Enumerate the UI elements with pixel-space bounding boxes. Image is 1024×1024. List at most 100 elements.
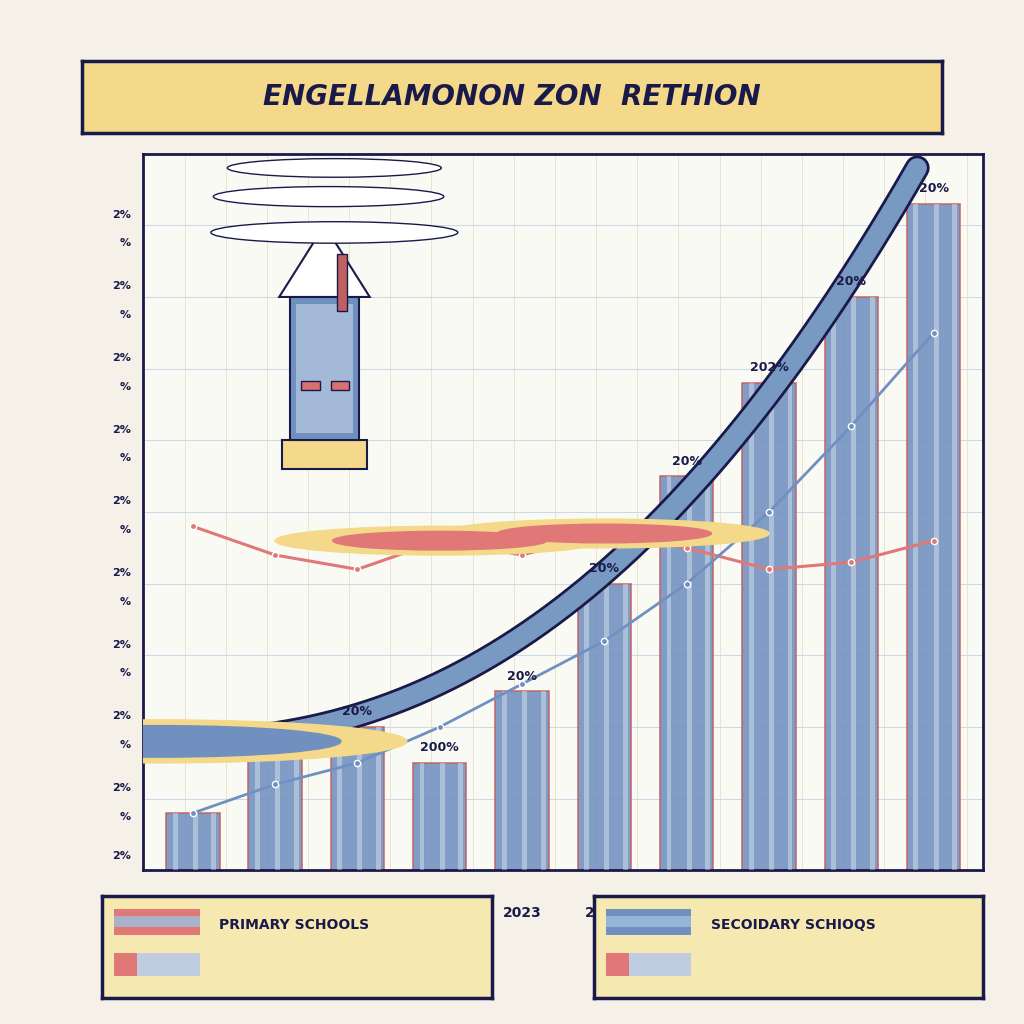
Bar [824,297,879,870]
Text: %: % [120,525,131,535]
Bar [301,381,319,390]
Text: 2023: 2023 [668,906,707,921]
Text: %: % [120,310,131,319]
Bar [623,584,628,870]
Text: 2000: 2000 [258,734,293,748]
Circle shape [227,159,441,177]
Bar [413,763,467,870]
Circle shape [498,524,712,543]
Text: 2%: 2% [113,497,131,506]
Text: 2%: 2% [113,640,131,649]
Bar [114,953,137,976]
Bar [496,691,549,870]
Text: 2000: 2000 [338,906,377,921]
Text: 2002: 2002 [420,906,459,921]
Bar [294,756,299,870]
Text: 2000: 2000 [173,906,212,921]
Circle shape [0,726,341,757]
Text: %: % [120,239,131,248]
Text: 2023: 2023 [831,906,870,921]
Bar [907,204,961,870]
Bar [952,204,957,870]
Bar [376,727,381,870]
Bar [605,916,691,927]
Text: 2023: 2023 [750,906,788,921]
Bar [667,476,672,870]
Bar [605,953,629,976]
Text: 2%: 2% [113,568,131,578]
Bar [331,727,384,870]
Bar [249,756,302,870]
Text: %: % [120,597,131,606]
Bar [629,953,691,976]
Text: 20%: 20% [837,275,866,289]
Text: 20%: 20% [919,182,948,196]
Text: %: % [120,812,131,821]
Text: %: % [120,669,131,678]
Bar [282,440,368,469]
Bar [211,813,216,870]
Circle shape [211,222,458,244]
Bar [584,584,589,870]
Bar [337,254,347,311]
Text: %: % [120,740,131,750]
Text: 2%: 2% [113,353,131,362]
Bar [439,763,444,870]
Bar [114,909,200,935]
Text: 2023: 2023 [914,906,953,921]
Text: 2%: 2% [113,712,131,721]
Bar [502,691,507,870]
Circle shape [439,519,769,548]
Bar [275,756,280,870]
Text: 20%: 20% [590,562,620,575]
Text: 202%: 202% [750,361,788,375]
Circle shape [275,526,604,555]
Text: 2%: 2% [113,425,131,434]
Circle shape [0,720,407,763]
Bar [420,763,425,870]
Bar [787,383,793,870]
Bar [331,381,349,390]
Text: 2%: 2% [113,851,131,861]
Text: 200%: 200% [420,741,459,755]
Bar [831,297,836,870]
Bar [659,476,714,870]
Text: SECOIDARY SCHIOQS: SECOIDARY SCHIOQS [711,918,876,932]
Bar [869,297,874,870]
Bar [706,476,711,870]
Text: 2023: 2023 [503,906,542,921]
Bar [459,763,463,870]
Bar [137,953,200,976]
Text: 20%: 20% [507,670,537,683]
Text: 2%: 2% [113,282,131,291]
Text: ENGELLAMONON ZON  RETHION: ENGELLAMONON ZON RETHION [263,83,761,112]
Bar [934,204,939,870]
Bar [851,297,856,870]
Circle shape [213,186,443,207]
Text: 2000: 2000 [256,906,294,921]
Bar [687,476,691,870]
Text: PRIMARY SCHOOLS: PRIMARY SCHOOLS [219,918,370,932]
Bar [742,383,796,870]
Bar [114,916,200,927]
Text: %: % [120,454,131,463]
Bar [605,909,691,935]
Bar [913,204,919,870]
Polygon shape [280,225,370,297]
Text: 2023: 2023 [585,906,624,921]
Bar [357,727,362,870]
Text: 20%: 20% [342,706,373,719]
Text: 2%: 2% [113,783,131,793]
Bar [166,813,219,870]
Bar [749,383,754,870]
Circle shape [333,531,547,550]
Bar [578,584,631,870]
Bar [173,813,177,870]
Bar [337,727,342,870]
Bar [296,304,353,433]
Bar [604,584,609,870]
Bar [541,691,546,870]
Bar [255,756,260,870]
Text: 20%: 20% [672,455,701,468]
Bar [290,297,359,440]
